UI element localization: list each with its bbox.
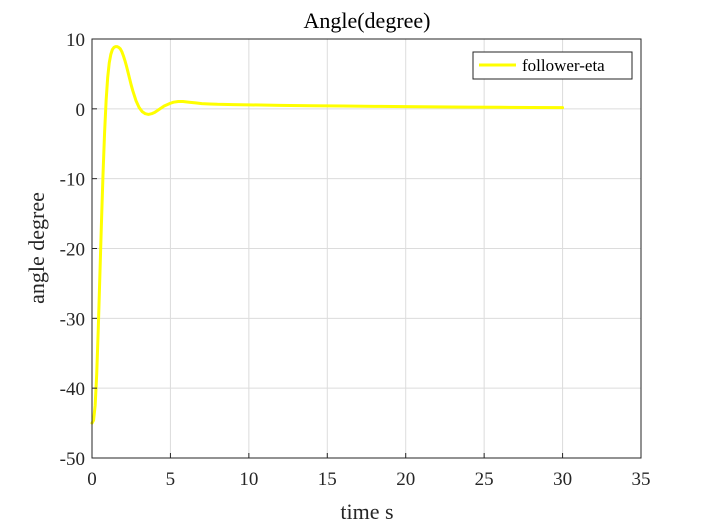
- x-axis-label: time s: [340, 499, 393, 524]
- y-axis-label: angle degree: [24, 192, 49, 304]
- legend: follower-eta: [472, 51, 633, 80]
- y-tick-label: -10: [60, 170, 85, 191]
- x-tick-label: 0: [87, 469, 97, 490]
- tick-labels: 0 5 10 15 20 25 30 35 -50 -40 -30 -20 -10 0 10: [60, 30, 651, 490]
- x-tick-label: 25: [475, 469, 494, 490]
- x-tick-label: 20: [396, 469, 415, 490]
- series-group: [90, 45, 565, 425]
- x-tick-label: 10: [239, 469, 258, 490]
- ticks: [91, 38, 642, 459]
- y-tick-label: 0: [76, 100, 86, 121]
- y-tick-label: -30: [60, 309, 85, 330]
- y-tick-label: -20: [60, 240, 85, 261]
- y-tick-label: -50: [60, 449, 85, 470]
- x-tick-label: 30: [553, 469, 572, 490]
- x-tick-label: 35: [632, 469, 651, 490]
- x-tick-label: 15: [318, 469, 337, 490]
- series-line-follower-eta: [90, 45, 565, 425]
- chart-title: Angle(degree): [303, 8, 430, 33]
- legend-label-follower-eta: follower-eta: [522, 56, 605, 75]
- y-tick-label: -40: [60, 379, 85, 400]
- y-tick-label: 10: [66, 30, 85, 51]
- x-tick-label: 5: [166, 469, 176, 490]
